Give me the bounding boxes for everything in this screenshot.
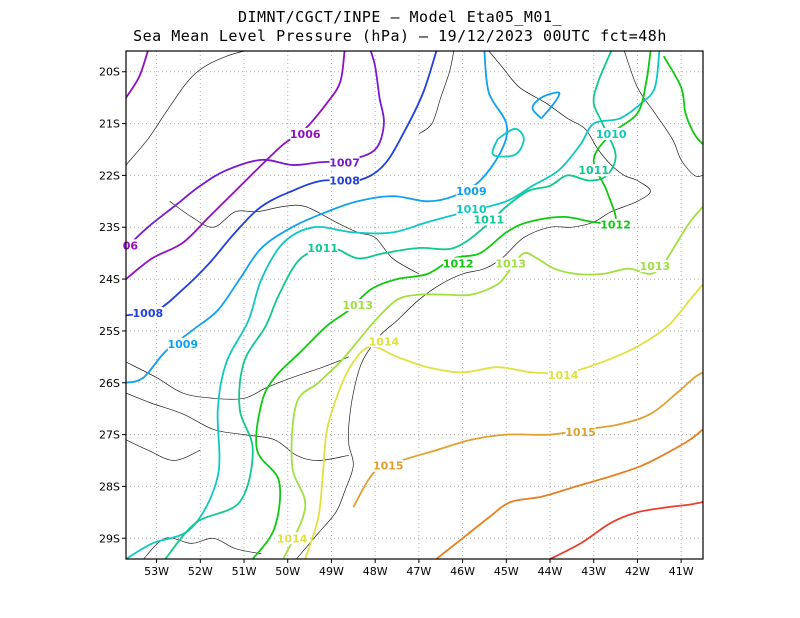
latitude-axis: 20S 21S 22S 23S 24S 25S 26S 27S 28S 29S: [99, 66, 126, 545]
map-title-line2: Sea Mean Level Pressure (hPa) – 19/12/20…: [133, 27, 667, 45]
coast-border-line: [418, 51, 455, 135]
isobar-label: 1013: [495, 258, 526, 271]
lon-tick-label: 41W: [669, 565, 694, 578]
isobar-label-bg: [443, 257, 474, 270]
isobar-label-bg: [342, 299, 373, 311]
lat-tick-label: 28S: [99, 480, 120, 493]
lon-tick-label: 43W: [581, 565, 606, 578]
isobar-label: 1015: [373, 460, 404, 473]
isobar-label: 1007: [329, 156, 360, 169]
isobar-line: [126, 51, 438, 317]
isobar-label-bg: [495, 257, 526, 270]
isobar-label-bg: [290, 127, 321, 140]
isobar-label-bg: [456, 184, 487, 197]
isobar-label-bg: [473, 213, 504, 226]
isobar-label: 1009: [456, 185, 487, 198]
isobar-label-bg: [565, 426, 596, 438]
isobar-line: [531, 91, 561, 120]
lon-tick-label: 42W: [625, 565, 650, 578]
isobar-label: 1013: [640, 260, 671, 273]
isobar-label-bg: [600, 218, 631, 231]
lat-tick-label: 26S: [99, 377, 120, 390]
isobar-line: [126, 51, 346, 280]
isobar-label-bg: [639, 260, 670, 273]
isobar-label: 1011: [578, 164, 609, 177]
coast-border-line: [126, 392, 349, 461]
isobar-line: [164, 51, 617, 559]
lat-tick-label: 22S: [99, 169, 120, 182]
lon-tick-label: 46W: [450, 565, 475, 578]
coast-border-line: [296, 51, 651, 559]
isobar-label: 06: [123, 239, 139, 252]
isobar-line: [126, 51, 149, 99]
isobar-label-bg: [167, 337, 198, 350]
isobar-line: [304, 283, 703, 559]
isobar-label-bg: [132, 306, 163, 319]
lat-tick-label: 27S: [99, 429, 120, 442]
isobar-label: 1011: [473, 213, 504, 226]
lon-tick-label: 47W: [406, 565, 431, 578]
coast-border-line: [623, 51, 703, 177]
isobar-label: 1014: [369, 335, 400, 348]
isobar-label: 1013: [342, 299, 373, 312]
isobar-label-bg: [578, 164, 609, 177]
isobar-label-bg: [548, 368, 579, 381]
lat-tick-label: 29S: [99, 532, 120, 545]
lon-tick-label: 45W: [494, 565, 519, 578]
lat-tick-label: 24S: [99, 273, 120, 286]
isobar-label-bg: [368, 335, 399, 348]
isobar-label: 1015: [565, 426, 596, 439]
coast-border-line: [169, 201, 420, 275]
isobar-line: [126, 51, 385, 249]
isobar-label: 1008: [133, 307, 164, 320]
isobar-label: 1012: [600, 219, 631, 232]
lon-tick-label: 52W: [188, 565, 213, 578]
isobar-line: [549, 501, 703, 559]
isobar-label-bg: [596, 127, 627, 140]
isobar-label: 1011: [307, 242, 338, 255]
lon-tick-label: 49W: [319, 565, 344, 578]
lat-tick-label: 21S: [99, 118, 120, 131]
isobar-label: 1009: [168, 338, 199, 351]
longitude-axis: 53W 52W 51W 50W 49W 48W 47W 46W 45W 44W 43W 42W 41W: [144, 559, 694, 578]
isobar-label: 1014: [548, 369, 579, 382]
isobar-line: [491, 127, 525, 158]
isobar-labels: 1006061007100810081009100910101010101110…: [122, 127, 671, 545]
isobar-line: [126, 51, 661, 559]
lat-tick-label: 20S: [99, 66, 120, 79]
map-frame-border: [125, 50, 704, 560]
isobar-label: 1006: [290, 128, 321, 141]
lon-tick-label: 51W: [232, 565, 257, 578]
isobar-label: 1012: [443, 258, 474, 271]
isobar-line: [282, 205, 703, 559]
lon-tick-label: 50W: [275, 565, 300, 578]
lat-tick-label: 25S: [99, 325, 120, 338]
isobar-line: [435, 428, 703, 559]
lon-tick-label: 53W: [144, 565, 169, 578]
isobar-label-bg: [373, 459, 404, 472]
lat-tick-label: 23S: [99, 221, 120, 234]
lon-tick-label: 44W: [538, 565, 563, 578]
isobar-label-bg: [277, 532, 308, 545]
isobar-label-bg: [329, 156, 360, 169]
lon-tick-label: 48W: [363, 565, 388, 578]
coast-border-line: [126, 439, 201, 461]
isobar-label: 1010: [456, 203, 487, 216]
isobar-label: 1010: [596, 128, 627, 141]
isobar-line: [662, 55, 703, 145]
isobar-label-bg: [307, 241, 338, 254]
map-title-line1: DIMNT/CGCT/INPE – Model Eta05_M01_: [237, 8, 563, 26]
isobar-label: 1014: [277, 532, 308, 545]
isobar-label-bg: [329, 174, 360, 187]
coast-border-line: [126, 356, 350, 400]
coast-border-line: [126, 51, 245, 166]
isobar-label: 1008: [329, 175, 360, 188]
isobar-label-bg: [456, 203, 487, 216]
isobar-line: [126, 51, 509, 384]
